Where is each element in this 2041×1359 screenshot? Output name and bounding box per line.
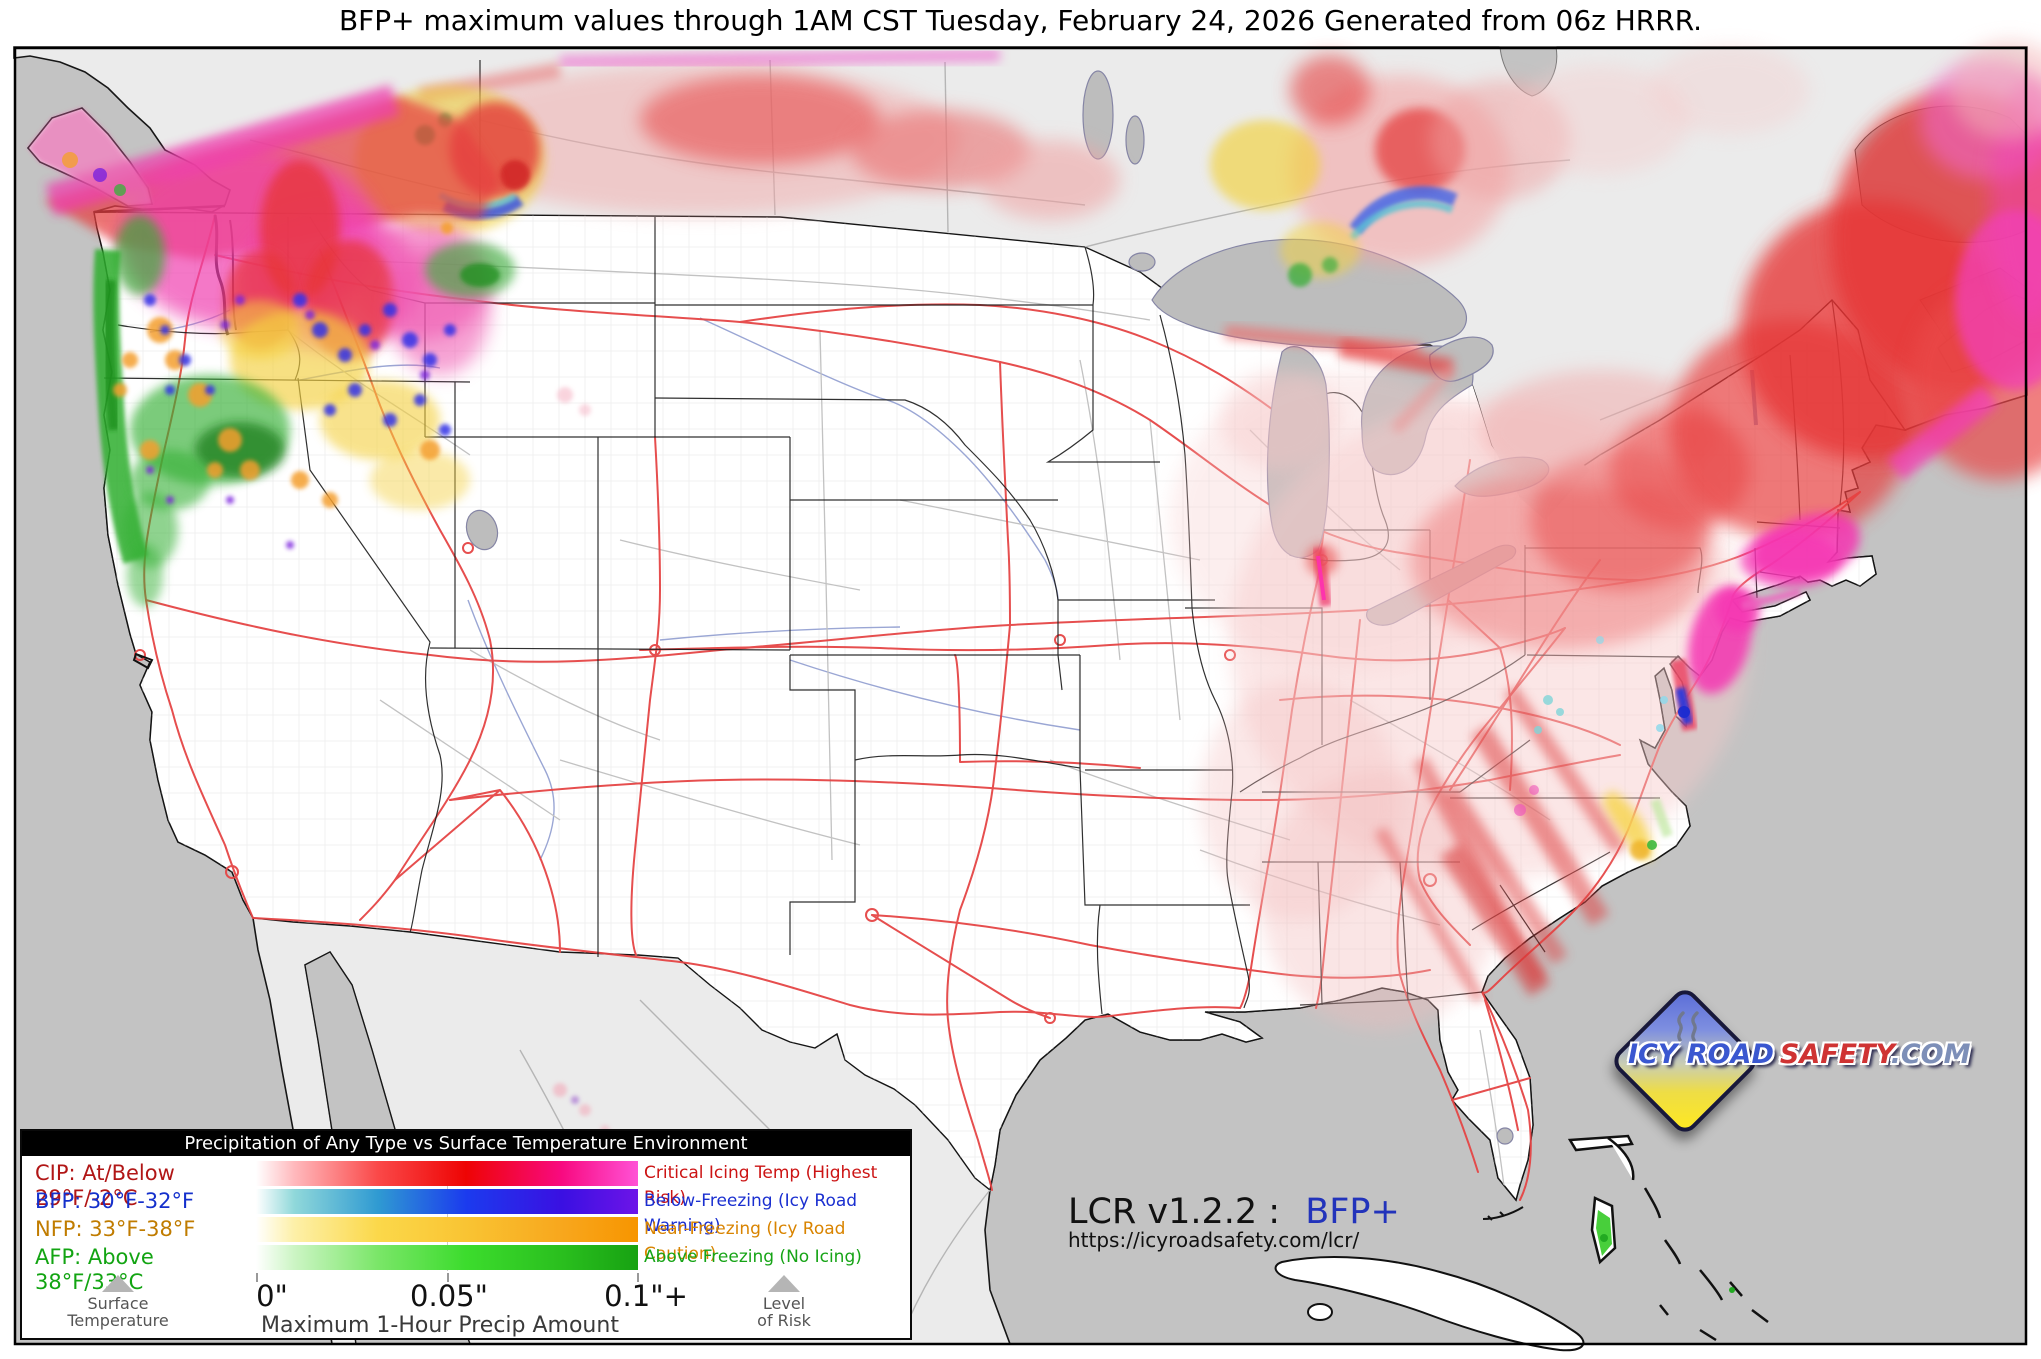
surface-caption-line1: Surface (87, 1294, 149, 1313)
axis-ticklabel-0: 0" (256, 1279, 288, 1313)
legend-midline (447, 1161, 448, 1271)
precip-canada (355, 40, 2041, 287)
site-url: https://icyroadsafety.com/lcr/ (1068, 1228, 1360, 1252)
axis-tick-0 (256, 1273, 258, 1282)
legend-desc-cip: Critical Icing Temp (Highest Risk) (644, 1163, 878, 1208)
logo-text-com: .COM (1890, 1039, 1971, 1070)
risk-caption-line2: of Risk (757, 1311, 811, 1330)
skid-marks-icon (1677, 1011, 1699, 1042)
map-border (13, 46, 2028, 1346)
page-title: BFP+ maximum values through 1AM CST Tues… (338, 4, 1703, 37)
legend-header: Precipitation of Any Type vs Surface Tem… (22, 1131, 910, 1156)
axis-tick-max (637, 1273, 639, 1282)
legend-label-nfp: NFP: 33°F-38°F (35, 1217, 196, 1241)
axis-label: Maximum 1-Hour Precip Amount (261, 1313, 619, 1338)
version-label: LCR v1.2.2 : (1068, 1192, 1281, 1232)
surface-temperature-caption: Surface Temperature (38, 1295, 198, 1329)
level-of-risk-caption: Level of Risk (704, 1295, 864, 1329)
legend-desc-bfp: Below-Freezing (Icy Road Warning) (644, 1191, 858, 1236)
precip-northwest (28, 84, 591, 607)
surface-caption-line2: Temperature (67, 1311, 169, 1330)
legend-panel: Precipitation of Any Type vs Surface Tem… (20, 1129, 912, 1340)
risk-caption-line1: Level (762, 1294, 806, 1313)
precip-midwest-northeast (1170, 60, 2041, 1030)
legend-label-cip: CIP: At/Below 29°F/-2°C (35, 1161, 175, 1210)
version-line: LCR v1.2.2 : BFP+ (1068, 1192, 1400, 1232)
logo-wordmark: ICY ROAD SAFETY.COM (1628, 1039, 1971, 1070)
legend-desc-nfp: Near-Freezing (Icy Road Caution) (644, 1219, 846, 1264)
legend-desc-afp: Above Freezing (No Icing) (644, 1247, 862, 1267)
axis-tick-mid (447, 1273, 449, 1282)
legend-label-bfp: BFP: 30°F-32°F (35, 1189, 195, 1213)
triangle-up-icon (768, 1275, 800, 1292)
legend-gradient-nfp (256, 1217, 638, 1242)
product-label: BFP+ (1305, 1192, 1400, 1232)
logo-text-safety: SAFETY (1779, 1039, 1891, 1070)
logo-text-icy-road: ICY ROAD (1628, 1039, 1774, 1070)
legend-gradient-cip (256, 1161, 638, 1186)
axis-ticklabel-max: 0.1"+ (604, 1279, 688, 1313)
legend-gradient-bfp (256, 1189, 638, 1214)
triangle-up-icon (102, 1275, 134, 1292)
legend-gradient-afp (256, 1245, 638, 1270)
axis-ticklabel-mid: 0.05" (410, 1279, 488, 1313)
